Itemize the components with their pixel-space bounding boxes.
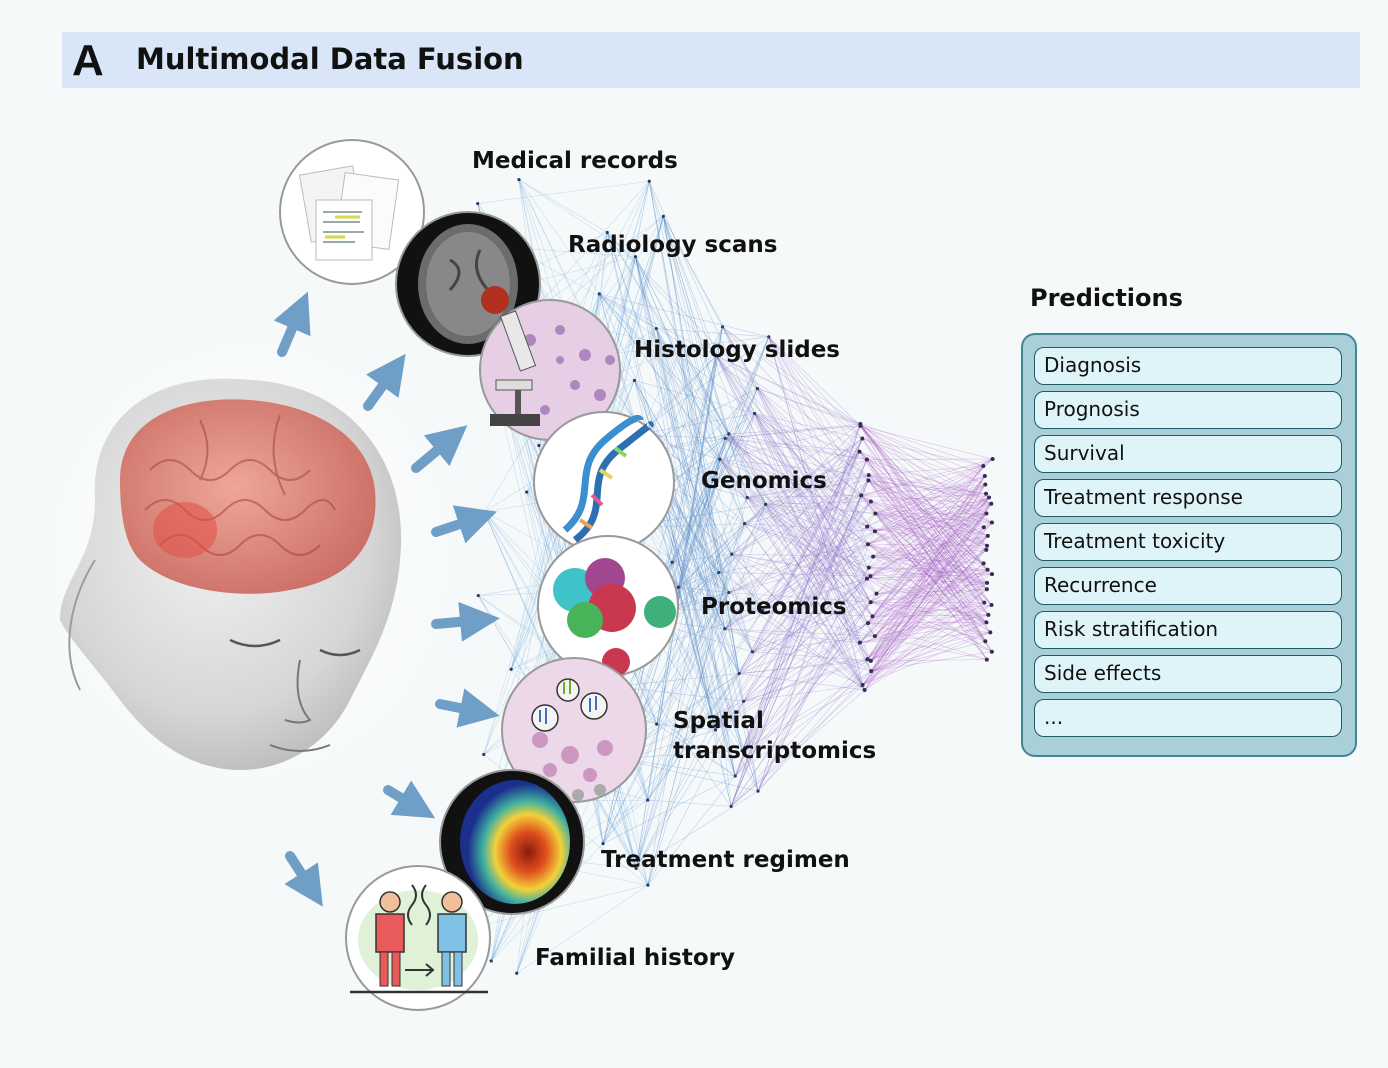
panel-header [62,32,1360,88]
family-icon [345,865,491,1011]
panel-letter: A [72,36,104,85]
prediction-item: Treatment response [1034,479,1342,517]
prediction-item: Prognosis [1034,391,1342,429]
flow-arrows [273,291,500,907]
brain-heatmap-icon [439,769,585,915]
modality-label-histology-slides: Histology slides [634,337,840,363]
dna-helix-icon [533,411,675,553]
modality-label-spatial-transcriptomics: Spatial transcriptomics [673,708,877,764]
prediction-item: Survival [1034,435,1342,473]
prediction-item: Risk stratification [1034,611,1342,649]
prediction-item: Treatment toxicity [1034,523,1342,561]
protein-structure-icon [537,535,679,677]
modality-label-familial-history: Familial history [535,945,735,971]
microscope-icon [479,299,621,441]
modality-label-treatment-regimen: Treatment regimen [601,847,850,873]
panel-title: Multimodal Data Fusion [136,42,524,76]
modality-label-radiology-scans: Radiology scans [568,232,778,258]
head-illustration-icon [30,320,470,800]
mri-scan-icon [395,211,541,357]
predictions-title: Predictions [1030,284,1183,312]
prediction-item: Diagnosis [1034,347,1342,385]
tissue-spatial-icon [501,657,647,803]
modality-label-proteomics: Proteomics [701,594,847,620]
modality-label-genomics: Genomics [701,468,827,494]
documents-icon [279,139,425,285]
prediction-item: Recurrence [1034,567,1342,605]
modality-label-medical-records: Medical records [472,148,678,174]
prediction-item: Side effects [1034,655,1342,693]
prediction-item: ... [1034,699,1342,737]
